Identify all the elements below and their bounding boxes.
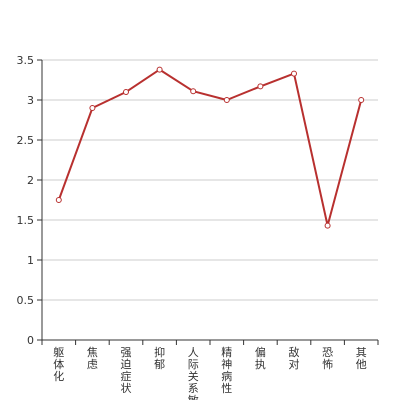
- data-point: [123, 89, 129, 95]
- gridlines: [42, 59, 378, 301]
- x-tick-label: 偏执: [255, 345, 266, 371]
- x-tick-label: 抑郁: [154, 345, 165, 371]
- data-point: [223, 97, 230, 103]
- x-tick-label: 焦虑: [87, 346, 98, 371]
- data-point: [190, 88, 197, 95]
- axes: [37, 59, 379, 345]
- y-tick-label: 3.5: [17, 54, 35, 67]
- y-tick-label: 0.5: [17, 294, 35, 307]
- data-point: [156, 66, 163, 73]
- y-tick-label: 1.5: [17, 214, 35, 227]
- x-tick-label: 敌对: [289, 345, 300, 371]
- data-point: [358, 97, 365, 103]
- y-tick-label: 3: [27, 94, 34, 107]
- x-tick-label: 人际关系敏感: [188, 346, 199, 400]
- data-point: [257, 83, 264, 90]
- x-tick-label: 精神病性: [221, 346, 232, 395]
- y-tick-label: 2.5: [17, 134, 35, 147]
- data-point: [324, 222, 331, 229]
- x-tick-label: 恐怖: [322, 346, 333, 371]
- x-tick-label: 其他: [356, 346, 367, 371]
- x-tick-label: 强迫症状: [121, 346, 132, 395]
- y-tick-label: 2: [27, 174, 34, 187]
- data-point: [89, 105, 96, 111]
- y-tick-label: 1: [27, 254, 34, 267]
- x-tick-label: 躯体化: [53, 346, 64, 383]
- y-tick-labels: 0 0.5 1 1.5 2 2.5 3 3.5: [17, 54, 35, 347]
- data-point: [291, 70, 297, 77]
- series-line: [57, 68, 363, 227]
- data-point: [55, 197, 62, 203]
- y-tick-label: 0: [27, 334, 34, 347]
- series: [55, 66, 365, 229]
